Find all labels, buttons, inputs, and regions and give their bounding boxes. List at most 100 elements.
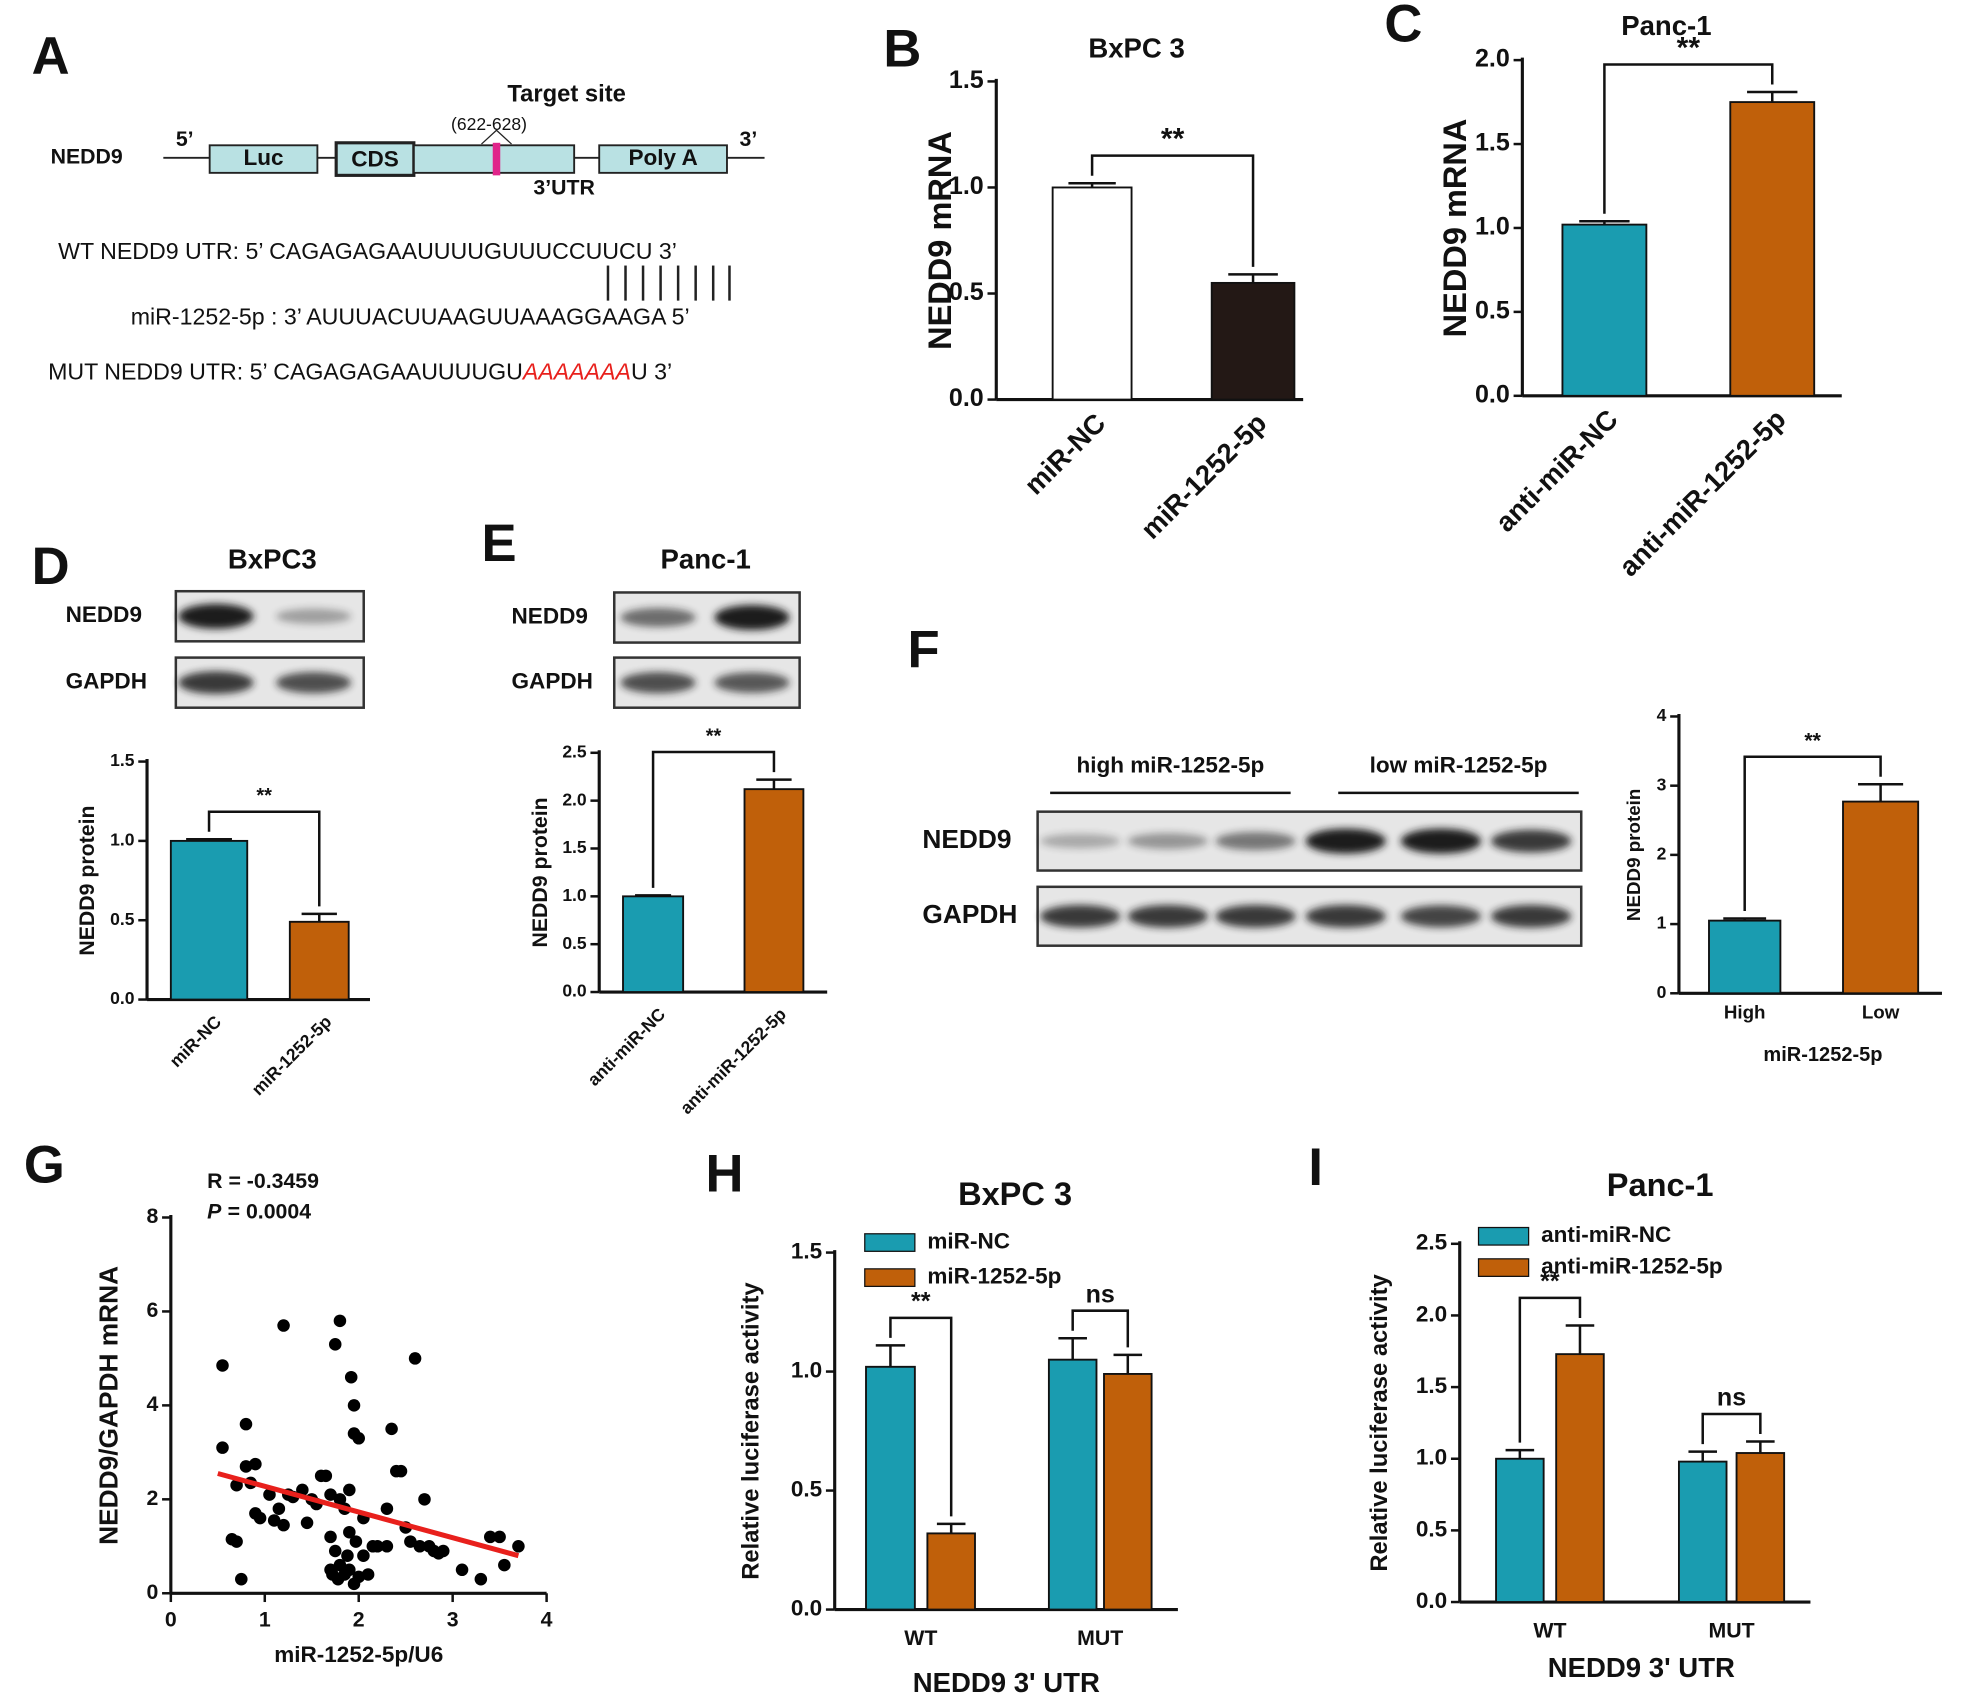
- scatter-point: [319, 1469, 333, 1483]
- y-tick-label: 1.0: [1475, 213, 1510, 241]
- bar: [1103, 1373, 1153, 1611]
- y-tick-label: 0.0: [562, 981, 587, 1001]
- base-pairs: [606, 265, 731, 301]
- error-bar: [1747, 90, 1798, 103]
- blot-title: Panc-1: [661, 543, 751, 574]
- scatter-point: [277, 1518, 290, 1532]
- stat-annotation: R = -0.3459: [207, 1169, 319, 1193]
- five-prime: 5’: [176, 127, 194, 151]
- scatter-point: [216, 1441, 229, 1454]
- x-tick-label: 1: [259, 1607, 271, 1631]
- scatter-point: [343, 1563, 356, 1577]
- y-tick-label: 0.5: [562, 933, 587, 953]
- bar: [1735, 1452, 1786, 1603]
- y-tick-label: 0.5: [110, 909, 135, 929]
- y-tick-label: 0.5: [791, 1477, 822, 1502]
- y-tick-label: 0.5: [1475, 297, 1510, 325]
- scatter-point: [493, 1530, 506, 1544]
- significance-label: **: [1540, 1268, 1560, 1296]
- panel-letter: G: [24, 1136, 65, 1195]
- significance-bracket: [1701, 1412, 1762, 1445]
- scatter-point: [253, 1511, 267, 1525]
- scatter-point: [239, 1460, 253, 1473]
- blot-band: [1400, 828, 1482, 854]
- blot-band: [1040, 833, 1121, 849]
- polya-box: [598, 144, 728, 174]
- scatter-point: [230, 1535, 243, 1548]
- blot-row-label: NEDD9: [922, 824, 1011, 854]
- error-bar: [1228, 273, 1278, 283]
- y-tick-label: 8: [146, 1204, 158, 1228]
- scatter-point: [333, 1558, 347, 1572]
- x-tick-label: miR-NC: [166, 1011, 226, 1071]
- error-bar: [1579, 220, 1630, 225]
- error-bar: [875, 1344, 906, 1367]
- legend-swatch: [864, 1233, 916, 1252]
- error-bar: [1068, 181, 1116, 188]
- scatter-point: [328, 1544, 342, 1558]
- scatter-point: [249, 1457, 262, 1471]
- y-tick-label: 0.0: [791, 1596, 822, 1621]
- x-tick-label: miR-1252-5p: [248, 1012, 336, 1100]
- scatter-point: [371, 1540, 384, 1553]
- error-bar: [1113, 1353, 1143, 1374]
- y-tick-label: 4: [146, 1392, 158, 1416]
- y-axis-label: NEDD9 mRNA: [922, 131, 958, 350]
- x-tick-label: anti-miR-1252-5p: [1613, 403, 1792, 582]
- x-tick-label: 4: [541, 1607, 553, 1631]
- gene-label: NEDD9: [51, 144, 123, 168]
- legend-swatch: [1477, 1258, 1530, 1277]
- blot-band: [178, 603, 254, 629]
- y-tick-label: 1.5: [1475, 129, 1510, 157]
- bar: [1051, 186, 1133, 401]
- bar: [1677, 1460, 1728, 1603]
- y-tick-label: 2.5: [1416, 1230, 1447, 1255]
- significance-bracket: [889, 1316, 953, 1517]
- scatter-point: [341, 1549, 354, 1562]
- stat-symbol: P: [207, 1199, 222, 1223]
- scatter-point: [361, 1568, 375, 1581]
- significance-label: **: [911, 1287, 931, 1315]
- blot-band: [1040, 904, 1121, 928]
- blot-band: [276, 672, 352, 694]
- x-tick-label: WT: [904, 1626, 937, 1650]
- significance-bracket: [1743, 755, 1882, 912]
- error-bar: [635, 894, 672, 897]
- scatter-point: [474, 1572, 488, 1586]
- x-tick-label: High: [1724, 1001, 1766, 1022]
- y-tick-label: 0.0: [1416, 1588, 1447, 1613]
- target-pointer: [481, 129, 512, 145]
- y-tick-label: 1.5: [791, 1239, 822, 1264]
- y-tick-label: 0: [1657, 982, 1667, 1002]
- scatter-point: [343, 1525, 356, 1539]
- utr-label: 3’UTR: [533, 176, 595, 200]
- x-axis-label: NEDD9 3' UTR: [1548, 1652, 1735, 1683]
- bar: [1729, 101, 1816, 397]
- error-bar: [1723, 917, 1767, 921]
- significance-bracket: [1518, 1296, 1582, 1443]
- scatter-point: [277, 1319, 290, 1332]
- bar: [622, 895, 685, 993]
- fit-line: [217, 1471, 520, 1559]
- bar: [1047, 1358, 1098, 1611]
- scatter-point: [235, 1572, 248, 1586]
- significance-label: **: [1804, 728, 1821, 752]
- blot-row-label: GAPDH: [922, 899, 1017, 929]
- x-tick-label: miR-1252-5p: [1135, 407, 1273, 545]
- bar: [1561, 223, 1648, 397]
- bar: [1495, 1457, 1545, 1603]
- mut-end: U 3’: [631, 358, 672, 384]
- target-range: (622-628): [451, 114, 527, 134]
- y-axis-label: NEDD9 protein: [75, 805, 99, 955]
- error-bar: [756, 778, 792, 790]
- scatter-point: [230, 1478, 243, 1492]
- blot-row-label: GAPDH: [66, 669, 147, 694]
- scatter-point: [437, 1544, 450, 1558]
- scatter-point: [352, 1432, 365, 1445]
- y-tick-label: 1.5: [562, 837, 587, 857]
- bar: [1842, 800, 1920, 995]
- x-tick-label: WT: [1533, 1619, 1566, 1643]
- cds-label: CDS: [351, 146, 399, 171]
- bar: [926, 1532, 976, 1611]
- panel-letter: C: [1384, 0, 1422, 53]
